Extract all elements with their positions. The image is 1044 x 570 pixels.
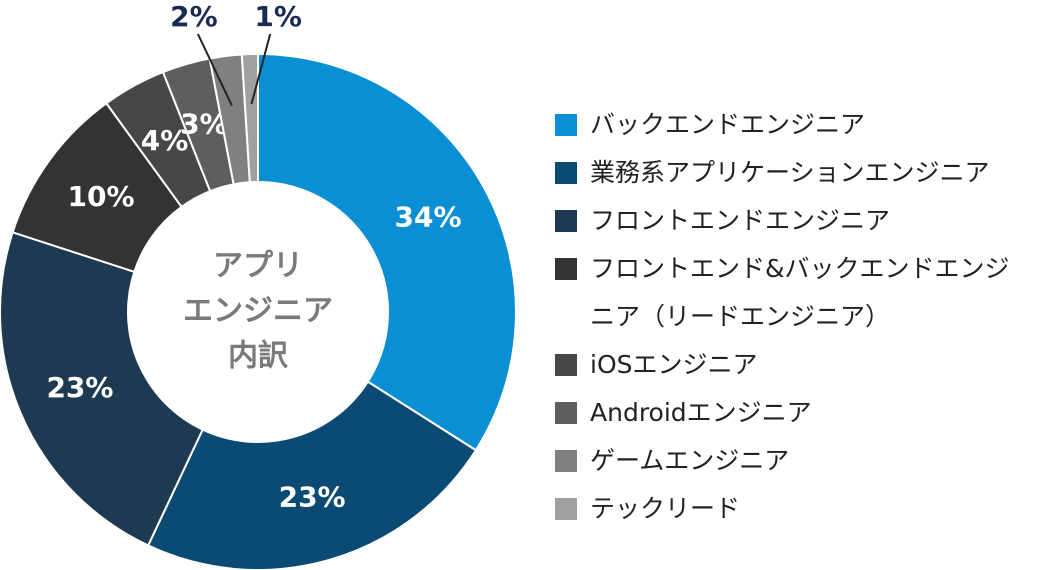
value-label: 23% — [46, 371, 113, 404]
slice — [240, 52, 259, 184]
legend-item: フロントエンドエンジニア — [555, 197, 1035, 245]
legend-swatch — [555, 450, 577, 472]
legend-swatch — [555, 114, 577, 136]
legend-label: Androidエンジニア — [590, 398, 812, 427]
slice — [257, 52, 517, 452]
legend-label: 業務系アプリケーションエンジニア — [590, 158, 990, 187]
value-label: 10% — [68, 180, 135, 213]
legend-item: ゲームエンジニア — [555, 437, 1035, 485]
legend-label: フロントエンド&バックエンドエンジニア（リードエンジニア） — [590, 254, 1010, 331]
value-label: 23% — [279, 480, 346, 513]
slice — [0, 231, 204, 547]
value-label: 1% — [254, 0, 302, 33]
value-label: 34% — [394, 201, 461, 234]
legend-label: iOSエンジニア — [590, 350, 758, 379]
legend-label: バックエンドエンジニア — [590, 110, 866, 139]
legend-swatch — [555, 498, 577, 520]
leader-line — [197, 33, 233, 107]
center-label: 内訳 — [228, 339, 289, 374]
legend-swatch — [555, 402, 577, 424]
legend: バックエンドエンジニア業務系アプリケーションエンジニア フロントエンドエンジニアフ… — [555, 101, 1035, 533]
center-label: アプリ — [213, 249, 303, 284]
legend-item: フロントエンド&バックエンドエンジニア（リードエンジニア） — [555, 245, 1035, 341]
value-label: 2% — [170, 0, 218, 33]
center-label: エンジニア — [183, 294, 333, 329]
legend-swatch — [555, 162, 577, 184]
value-label: 4% — [141, 124, 189, 157]
legend-label: フロントエンドエンジニア — [590, 206, 891, 235]
legend-swatch — [555, 258, 577, 280]
slice — [146, 380, 478, 570]
legend-swatch — [555, 354, 577, 376]
legend-item: 業務系アプリケーションエンジニア — [555, 149, 1035, 197]
legend-item: iOSエンジニア — [555, 341, 1035, 389]
legend-label: ゲームエンジニア — [590, 446, 790, 475]
legend-label: テックリード — [590, 494, 741, 523]
leader-line — [250, 33, 272, 105]
legend-item: テックリード — [555, 485, 1035, 533]
legend-swatch — [555, 210, 577, 232]
legend-item: Androidエンジニア — [555, 389, 1035, 437]
legend-item: バックエンドエンジニア — [555, 101, 1035, 149]
